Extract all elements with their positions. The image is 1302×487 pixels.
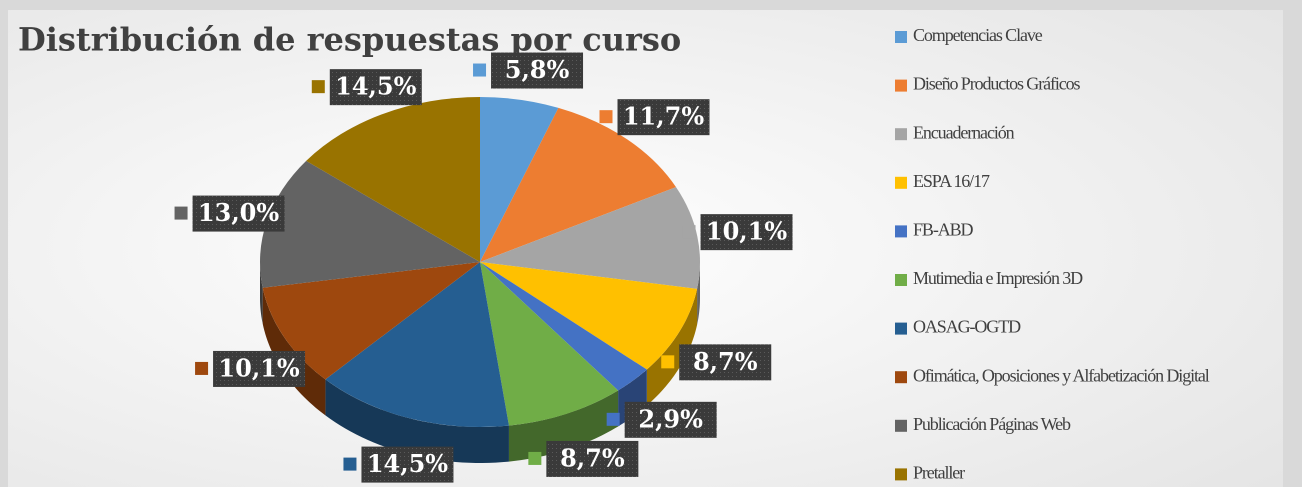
legend-label: OASAG-OGTD	[913, 317, 1021, 337]
legend-swatch	[895, 468, 907, 481]
slice	[480, 262, 698, 370]
value-label-marker	[174, 206, 188, 220]
value-label: 10,1%	[218, 353, 299, 382]
value-label-marker	[661, 355, 675, 369]
legend-label: Diseño Productos Gráficos	[913, 74, 1081, 94]
legend-label: Ofimática, Oposiciones y Alfabetización …	[913, 365, 1210, 385]
chart-title: Distribución de respuestas por curso	[18, 21, 681, 59]
legend-swatch	[895, 274, 907, 286]
legend-swatch	[895, 225, 907, 238]
value-label: 11,7%	[623, 102, 704, 131]
value-label-box	[491, 52, 584, 89]
slice-side	[646, 288, 698, 406]
value-label-marker	[311, 80, 325, 94]
slice-side	[260, 262, 263, 324]
value-label: 5,8%	[505, 55, 570, 84]
slice	[260, 160, 480, 288]
value-label-box	[329, 69, 422, 106]
value-label-box	[361, 446, 454, 483]
value-label-marker	[473, 63, 487, 77]
value-label: 10,1%	[706, 217, 787, 246]
value-label: 14,5%	[367, 449, 448, 478]
legend-label: Publicación Páginas Web	[913, 414, 1071, 434]
slice	[262, 262, 480, 380]
value-label-marker	[195, 361, 209, 375]
legend-swatch	[895, 79, 907, 92]
legend-swatch	[895, 419, 907, 432]
legend-swatch	[895, 322, 907, 335]
legend-label: FB-ABD	[913, 220, 974, 240]
value-label-marker	[528, 451, 542, 465]
value-label-box	[624, 401, 717, 438]
legend-label: Mutimedia e Impresión 3D	[913, 268, 1083, 288]
slice	[480, 187, 700, 289]
legend-label: Encuadernación	[913, 122, 1015, 142]
value-label: 8,7%	[560, 443, 625, 472]
value-label-marker	[682, 225, 696, 239]
value-label-marker	[599, 110, 613, 124]
value-label: 2,9%	[638, 404, 703, 433]
value-label-box	[679, 344, 772, 381]
slice-side	[325, 379, 509, 463]
value-label: 8,7%	[693, 347, 758, 376]
slice	[480, 107, 677, 262]
legend-label: Competencias Clave	[913, 25, 1043, 45]
value-label-box	[546, 440, 639, 477]
value-label-marker	[606, 412, 620, 426]
value-label: 14,5%	[335, 72, 416, 101]
slice	[480, 97, 559, 262]
value-label: 13,0%	[198, 198, 279, 227]
value-label-box	[213, 350, 306, 387]
legend-swatch	[895, 176, 907, 189]
value-label-marker	[343, 457, 357, 471]
slice	[325, 262, 509, 428]
legend-label: Pretaller	[913, 463, 965, 483]
slice	[480, 262, 619, 426]
legend-swatch	[895, 31, 907, 43]
slice-side	[697, 262, 700, 325]
value-label-box	[700, 214, 793, 251]
slice	[306, 97, 480, 262]
legend-swatch	[895, 371, 907, 384]
slice-side	[508, 390, 619, 462]
value-label-box	[617, 99, 710, 136]
legend-swatch	[895, 128, 907, 141]
value-label-box	[192, 195, 285, 232]
legend-label: ESPA 16/17	[913, 171, 990, 191]
slice	[480, 262, 647, 391]
